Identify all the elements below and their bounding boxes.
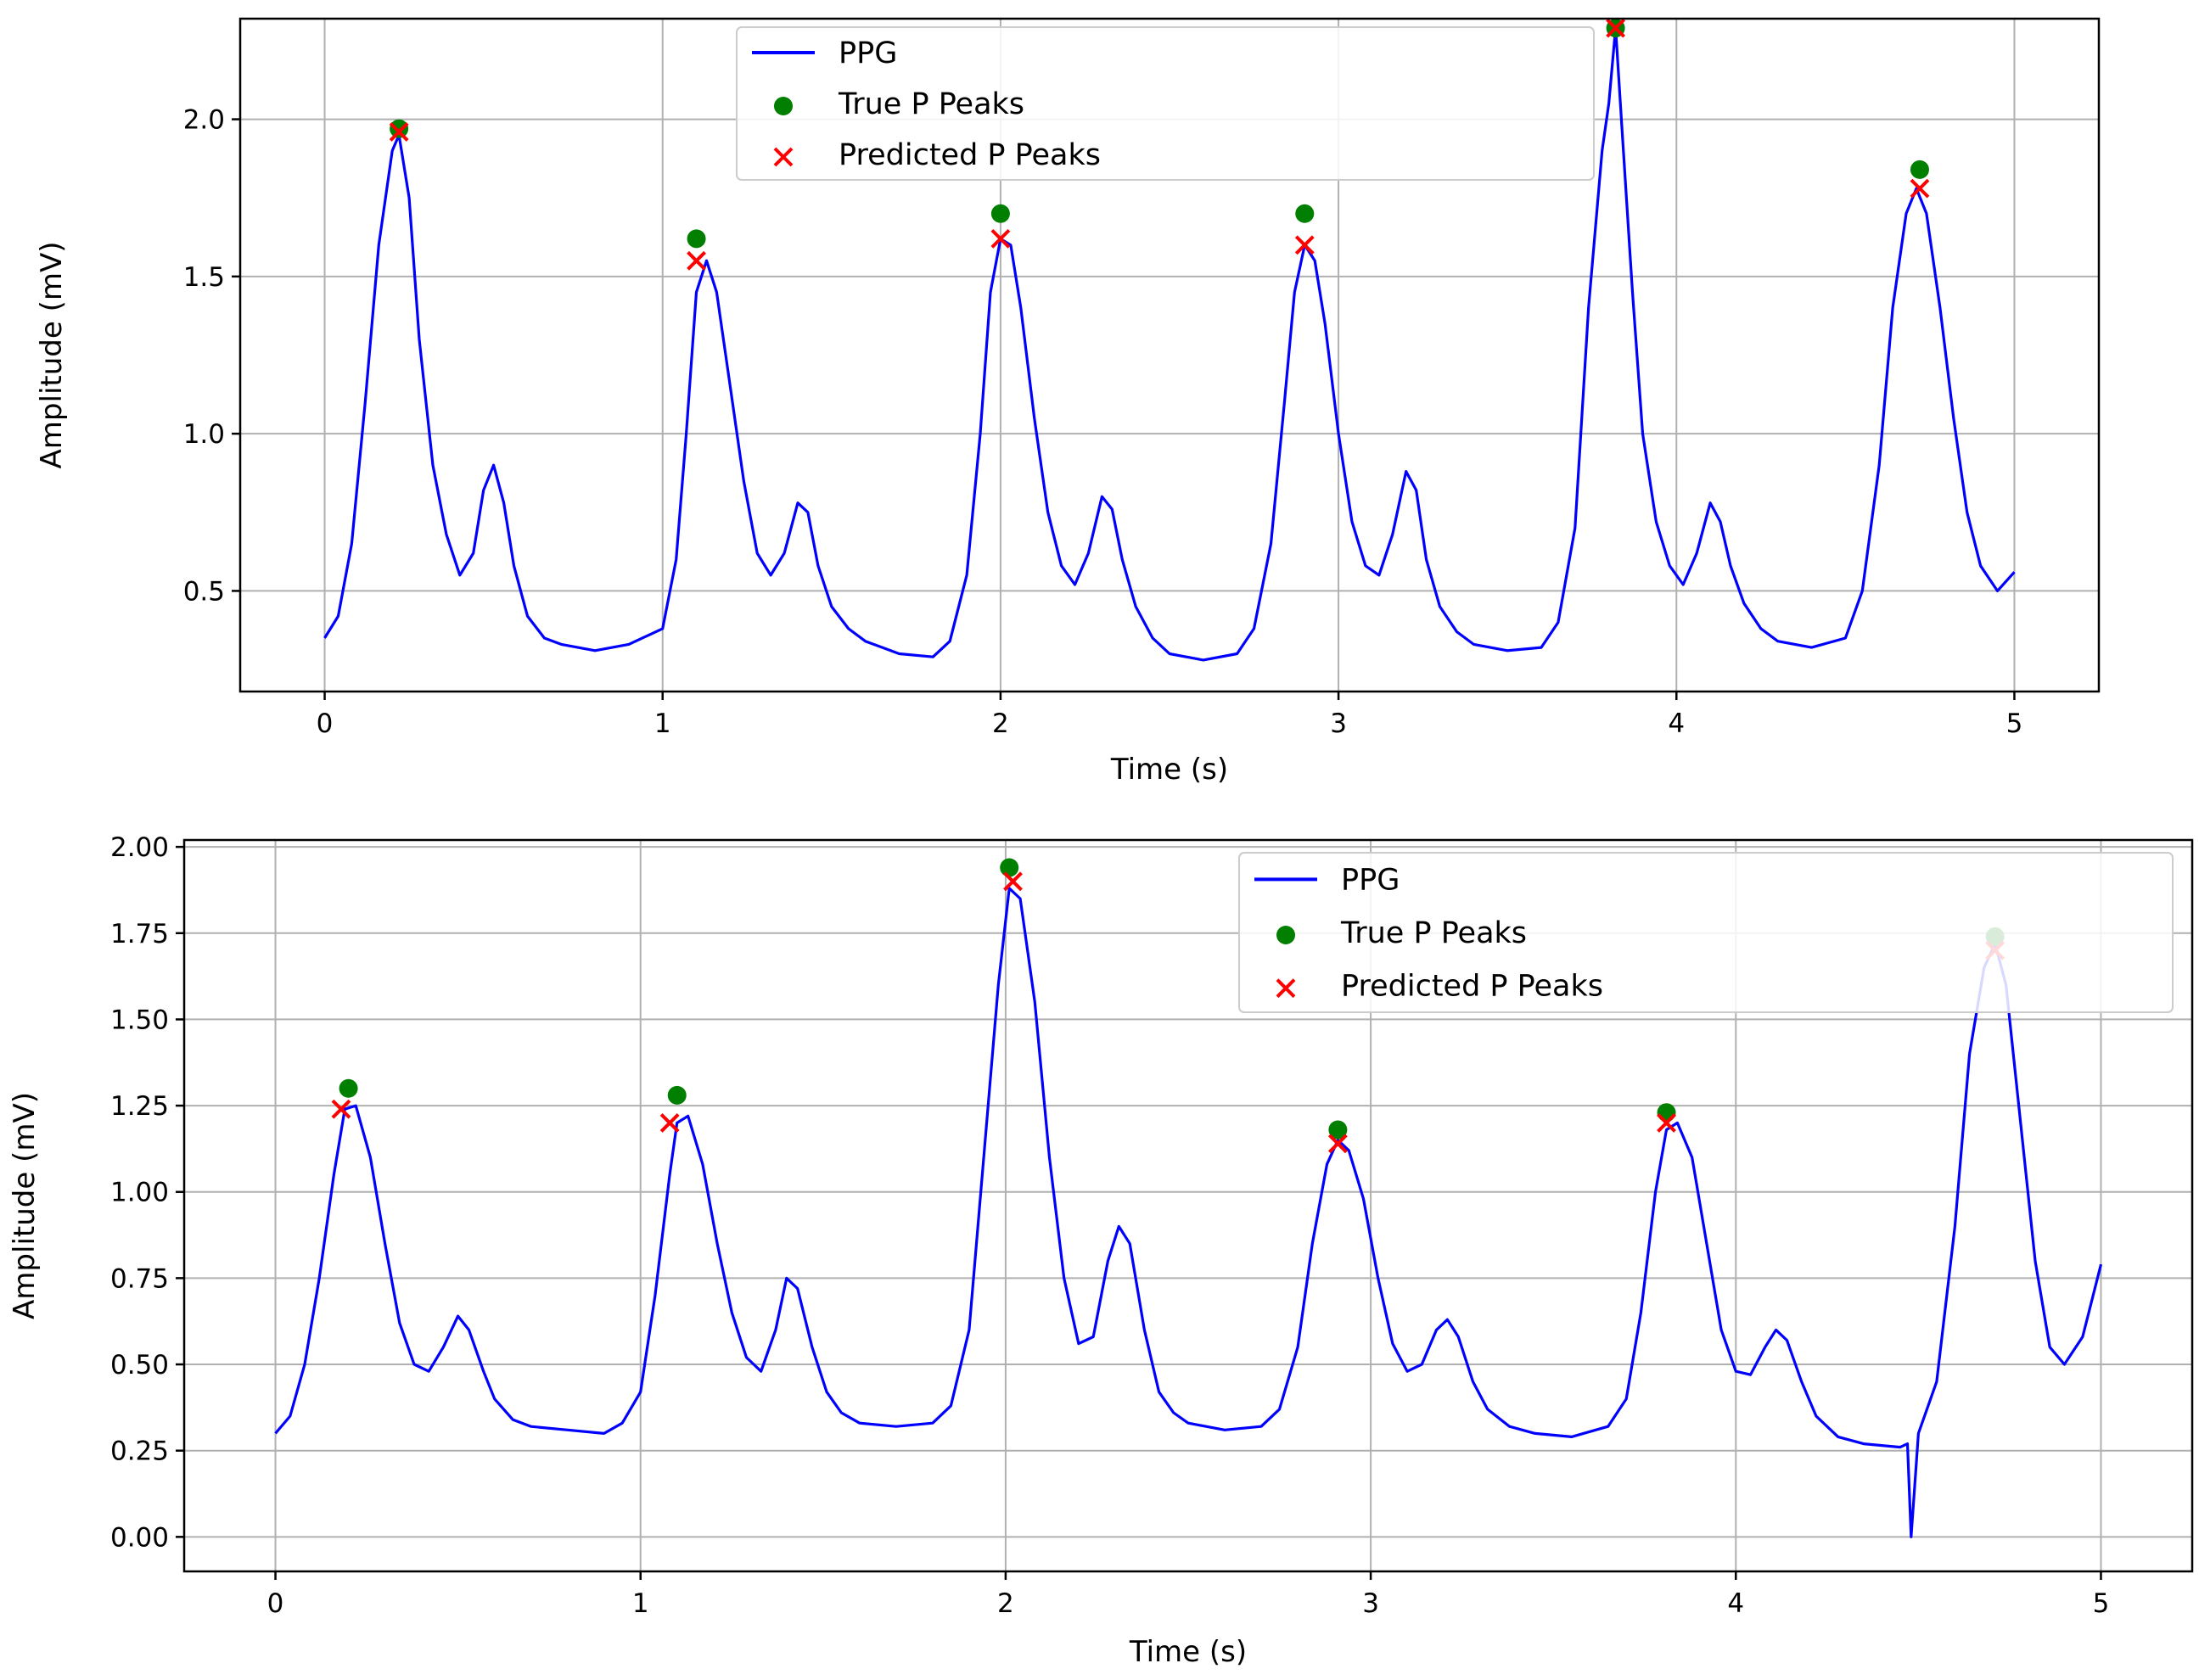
true-peak-marker [390,119,409,138]
x-tick-label: 5 [2093,1588,2110,1619]
legend-predicted-peak-swatch [773,147,794,167]
true-peak-marker [1328,1120,1348,1140]
legend-true-peak-swatch [774,97,793,115]
chart-top: 0 1 2 3 4 5 0.5 1.0 1.5 2.0 Time (s) Amplitude (mV)… [35,17,2101,787]
x-axis-title: Time (s) [1129,1635,1247,1669]
true-peak-marker [1657,1103,1676,1123]
y-tick-label: 2.00 [110,832,169,863]
legend-box [1238,852,2174,1013]
predicted-peak-marker [1003,871,1023,892]
y-tick-label: 0.25 [110,1436,169,1467]
legend-box [736,26,1595,181]
true-peak-marker [1295,204,1315,223]
y-tick-label: 0.5 [183,576,225,607]
x-axis-title: Time (s) [1110,753,1228,787]
x-tick-label: 5 [2006,708,2023,739]
true-peak-marker [339,1078,358,1098]
y-tick-label: 1.00 [110,1178,169,1208]
predicted-peak-marker [1327,1134,1348,1154]
legend-label: Predicted P Peaks [839,138,1101,172]
predicted-peak-marker [1294,235,1315,255]
legend: PPG True P Peaks Predicted P Peaks [736,26,1595,181]
y-tick-label: 0.75 [110,1263,169,1294]
y-tick-label: 1.0 [183,419,225,450]
chart-bottom: 0 1 2 3 4 5 0.00 0.25 0.50 0.75 1.00 1.25 1.50 1.75 2.… [8,832,2194,1669]
true-peak-marker [1000,858,1019,877]
y-tick-label: 1.25 [110,1091,169,1122]
ppg-line [274,887,2103,1538]
legend-true-peak-swatch [1276,926,1295,944]
x-tick-label: 2 [992,708,1009,739]
x-tick-label: 0 [267,1588,284,1619]
y-axis-title: Amplitude (mV) [8,1092,42,1319]
predicted-peak-marker [389,121,409,142]
predicted-peak-marker [687,250,706,271]
y-axis-title: Amplitude (mV) [35,242,69,469]
x-tick-label: 3 [1330,708,1347,739]
legend-label: PPG [1341,863,1400,897]
x-tick-label: 4 [1668,708,1685,739]
true-peak-marker [1910,160,1929,179]
predicted-peak-marker [1910,178,1930,199]
y-tick-label: 2.0 [183,105,225,136]
predicted-peak-marker [331,1099,351,1119]
axes-frame [182,838,2194,1573]
x-tick-label: 1 [654,708,671,739]
predicted-peak-marker [990,228,1011,249]
true-peak-marker [990,204,1010,223]
x-tick-label: 1 [632,1588,649,1619]
true-peak-marker [687,229,706,249]
x-tick-label: 4 [1727,1588,1744,1619]
legend-label: True P Peaks [838,87,1024,121]
true-peak-marker [667,1085,687,1105]
x-tick-label: 2 [997,1588,1014,1619]
x-tick-label: 0 [317,708,334,739]
predicted-peak-marker [659,1113,680,1133]
legend-label: Predicted P Peaks [1341,970,1603,1004]
legend: PPG True P Peaks Predicted P Peaks [1238,852,2174,1013]
x-tick-label: 3 [1362,1588,1379,1619]
y-tick-label: 1.5 [183,262,225,293]
predicted-peak-marker [1606,18,1626,38]
ppg-line [323,26,2016,662]
axes-frame [238,17,2101,693]
predicted-peak-marker [1657,1113,1676,1133]
y-tick-label: 0.00 [110,1522,169,1553]
legend-label: True P Peaks [1340,916,1527,950]
legend-predicted-peak-swatch [1276,978,1296,999]
y-tick-label: 1.75 [110,919,169,949]
y-tick-label: 0.50 [110,1350,169,1380]
legend-label: PPG [839,36,897,70]
y-tick-label: 1.50 [110,1005,169,1035]
